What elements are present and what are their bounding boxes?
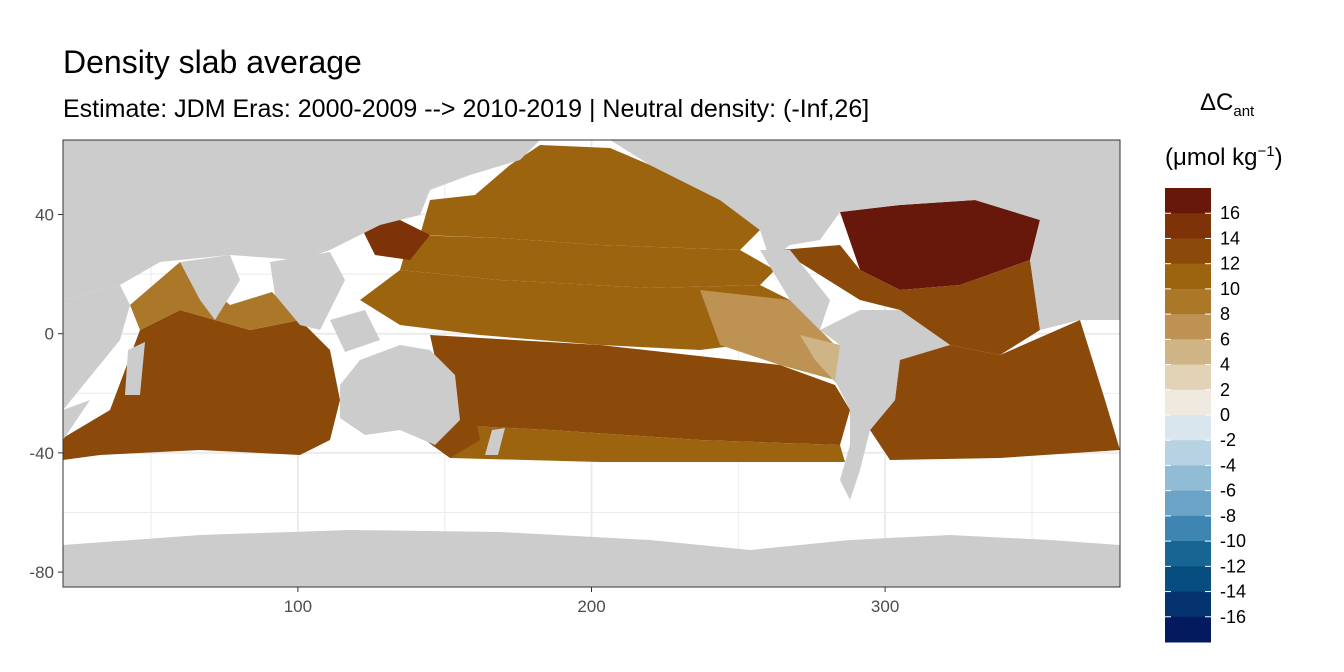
legend-label: -16 <box>1220 607 1246 627</box>
legend-swatch <box>1165 591 1211 618</box>
land-layer <box>63 140 1120 587</box>
legend-label: -12 <box>1220 556 1246 576</box>
y-axis: 40 0 -40 -80 <box>29 206 63 582</box>
legend-label: 6 <box>1220 329 1230 349</box>
x-tick-label: 100 <box>284 597 312 616</box>
legend-swatch <box>1165 339 1211 366</box>
chart-subtitle: Estimate: JDM Eras: 2000-2009 --> 2010-2… <box>63 95 870 123</box>
legend-label: 12 <box>1220 254 1240 274</box>
y-tick-label: -80 <box>29 563 54 582</box>
region-southern-pacific-band <box>450 425 845 462</box>
legend-swatch <box>1165 415 1211 441</box>
legend-swatch <box>1165 188 1211 214</box>
region-north-atlantic-subtropical <box>840 200 1040 290</box>
legend-label: 8 <box>1220 304 1230 324</box>
y-tick: -40 <box>29 444 63 463</box>
legend-colorbar: 16 14 12 10 8 6 4 2 0 -2 -4 -6 -8 -10 -12 -14 -16 <box>1165 188 1246 643</box>
legend-title-symbol: ΔCant <box>1200 89 1255 120</box>
legend-swatch <box>1165 314 1211 340</box>
chart-title: Density slab average <box>63 44 362 80</box>
legend-label: 0 <box>1220 405 1230 425</box>
y-tick-label: 0 <box>45 325 54 344</box>
land-india <box>180 255 240 320</box>
legend-swatch <box>1165 288 1211 315</box>
legend-label: 14 <box>1220 228 1240 248</box>
region-kuroshio <box>360 220 430 260</box>
region-eastern-tropical-pacific <box>700 290 850 380</box>
legend-label: 4 <box>1220 355 1230 375</box>
legend-label: -6 <box>1220 481 1236 501</box>
legend-swatch <box>1165 213 1211 239</box>
region-indian-ocean <box>63 310 340 460</box>
land-north-america <box>610 140 1120 260</box>
region-equatorial-pacific <box>360 270 790 350</box>
legend-swatch <box>1165 490 1211 517</box>
legend-swatch <box>1165 515 1211 542</box>
x-tick: 100 <box>284 587 312 616</box>
legend-swatch <box>1165 541 1211 567</box>
y-tick: -80 <box>29 563 63 582</box>
land-australia <box>340 345 460 445</box>
legend-label: -2 <box>1220 430 1236 450</box>
legend-label: 10 <box>1220 279 1240 299</box>
land-africa <box>63 285 130 410</box>
region-south-atlantic <box>870 320 1120 460</box>
land-central-america <box>760 250 830 330</box>
land-eurasia-north <box>63 140 540 300</box>
legend-label: -10 <box>1220 531 1246 551</box>
legend-swatch <box>1165 566 1211 593</box>
legend-label: 2 <box>1220 380 1230 400</box>
x-tick-label: 300 <box>871 597 899 616</box>
legend-swatch <box>1165 263 1211 290</box>
land-southern-africa <box>63 400 90 440</box>
legend-swatch <box>1165 389 1211 416</box>
region-south-pacific-subtropical <box>430 335 850 445</box>
land-southeast-asia <box>270 252 345 330</box>
land-new-zealand <box>485 428 505 455</box>
y-tick-label: 40 <box>35 206 54 225</box>
legend-swatch <box>1165 238 1211 265</box>
region-north-pacific-subtropical <box>400 235 775 288</box>
legend-swatch <box>1165 465 1211 492</box>
land-iberia <box>1030 215 1120 330</box>
land-greenland <box>990 145 1040 175</box>
x-axis: 100 200 300 <box>284 587 899 616</box>
legend-swatch <box>1165 364 1211 391</box>
y-tick-label: -40 <box>29 444 54 463</box>
legend-title-unit: (μmol kg−1) <box>1165 143 1283 171</box>
land-antarctica <box>63 530 1120 587</box>
legend-label: 16 <box>1220 203 1240 223</box>
x-tick-label: 200 <box>577 597 605 616</box>
y-tick: 0 <box>45 325 63 344</box>
legend-swatch <box>1165 440 1211 466</box>
legend-label: -8 <box>1220 506 1236 526</box>
land-borneo <box>330 310 380 352</box>
legend-label: -4 <box>1220 455 1236 475</box>
region-north-pacific-subpolar <box>420 145 760 250</box>
legend-swatch <box>1165 616 1211 643</box>
legend-label: -14 <box>1220 582 1246 602</box>
y-tick: 40 <box>35 206 63 225</box>
land-south-america <box>820 310 950 500</box>
x-tick: 300 <box>871 587 899 616</box>
x-tick: 200 <box>577 587 606 616</box>
land-madagascar <box>125 342 145 395</box>
region-tropical-atlantic <box>780 245 1040 355</box>
